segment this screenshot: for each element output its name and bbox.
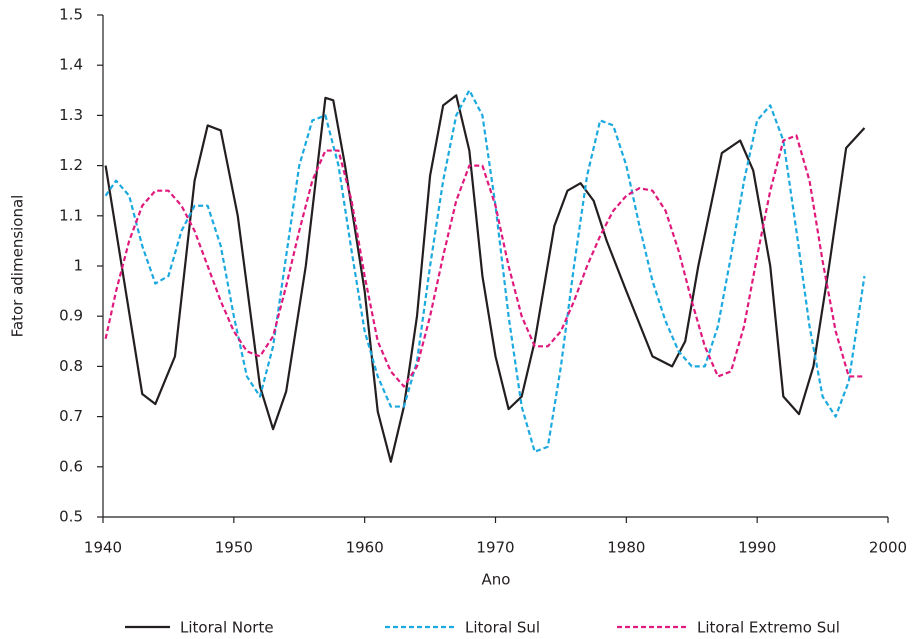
x-tick-label: 1960 xyxy=(346,539,384,557)
x-tick-label: 1970 xyxy=(476,539,514,557)
y-tick-label: 1.1 xyxy=(59,206,83,224)
y-tick-label: 1.4 xyxy=(59,56,83,74)
y-tick-label: 1.3 xyxy=(59,106,83,124)
y-tick-label: 0.6 xyxy=(59,457,83,475)
x-tick-label: 1950 xyxy=(215,539,253,557)
y-tick-label: 0.5 xyxy=(59,508,83,526)
y-tick-label: 0.7 xyxy=(59,407,83,425)
y-tick-label: 1.2 xyxy=(59,156,83,174)
x-tick-label: 1940 xyxy=(84,539,122,557)
series-line xyxy=(104,94,866,463)
legend-label: Litoral Extremo Sul xyxy=(697,619,840,637)
y-tick-label: 1.5 xyxy=(59,6,83,24)
y-tick-label: 0.8 xyxy=(59,357,83,375)
legend-label: Litoral Sul xyxy=(465,619,540,637)
x-tick-label: 1990 xyxy=(738,539,776,557)
series-line xyxy=(104,134,865,388)
y-tick-label: 0.9 xyxy=(59,307,83,325)
y-tick-label: 1 xyxy=(73,257,83,275)
y-axis-label: Fator adimensional xyxy=(9,195,27,338)
x-tick-label: 2000 xyxy=(869,539,907,557)
series-line xyxy=(104,89,866,453)
x-axis-label: Ano xyxy=(482,571,511,589)
legend-label: Litoral Norte xyxy=(180,619,274,637)
x-tick-label: 1980 xyxy=(607,539,645,557)
